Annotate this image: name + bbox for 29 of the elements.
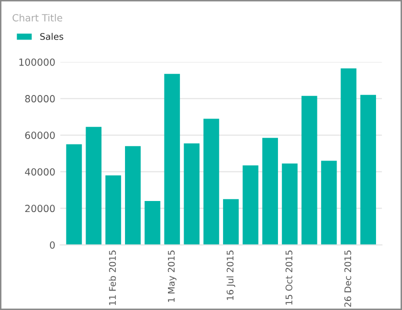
y-tick-label: 80000 — [25, 95, 55, 102]
bar — [184, 143, 200, 245]
bar — [282, 164, 298, 245]
bar — [203, 118, 220, 245]
bar — [302, 96, 318, 245]
y-tick-label: 20000 — [25, 204, 55, 212]
x-tick-label: 11 Feb 2015 — [108, 250, 116, 305]
x-tick-label: 16 Jul 2015 — [226, 250, 236, 300]
bar — [360, 94, 376, 245]
x-tick-label: 1 May 2015 — [168, 250, 176, 302]
legend-label: Sales — [40, 32, 64, 40]
bar — [242, 165, 258, 245]
y-tick-label: 0 — [50, 241, 55, 249]
bar — [144, 201, 160, 245]
bar — [164, 74, 180, 245]
chart-title: Chart Title — [12, 14, 62, 22]
bar — [105, 175, 122, 245]
bar — [340, 68, 356, 245]
y-tick-label: 100000 — [19, 58, 55, 66]
y-tick-label: 40000 — [24, 168, 55, 176]
bar — [125, 146, 141, 245]
bar — [223, 199, 239, 245]
y-tick-label: 60000 — [25, 132, 55, 139]
x-tick-label: 15 Oct 2015 — [286, 250, 292, 305]
bar — [321, 160, 337, 245]
bar — [86, 126, 102, 245]
bar — [262, 138, 278, 245]
x-tick-label: 26 Dec 2015 — [344, 250, 352, 307]
bar — [66, 144, 82, 245]
